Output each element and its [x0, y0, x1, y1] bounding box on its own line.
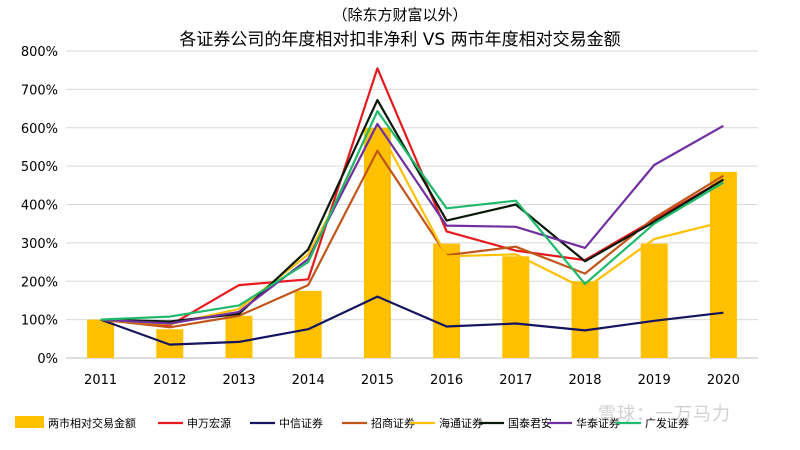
legend-label: 中信证券 — [279, 416, 323, 430]
series-line — [100, 67, 724, 327]
bar — [87, 319, 115, 358]
line-series — [100, 67, 724, 346]
series-line — [100, 149, 724, 329]
series-line — [100, 124, 724, 326]
legend-label: 两市相对交易金额 — [48, 416, 136, 430]
y-tick-label: 500% — [21, 160, 58, 175]
series-line — [100, 98, 724, 323]
watermark: 雪球：一万马力 — [598, 404, 731, 425]
bar — [502, 256, 530, 358]
chart-title-line1: （除东方财富以外） — [332, 6, 468, 24]
x-tick-label: 2018 — [568, 373, 601, 388]
series-line — [100, 110, 724, 321]
y-axis: 0% 100% 200% 300% 400% 500% 600% 700% 800% — [21, 45, 58, 367]
x-tick-label: 2015 — [361, 373, 394, 388]
y-tick-label: 200% — [21, 275, 58, 290]
legend-label: 华泰证券 — [576, 416, 620, 430]
chart-title-line2: 各证券公司的年度相对扣非净利 VS 两市年度相对交易金额 — [179, 30, 621, 50]
x-tick-label: 2011 — [84, 373, 117, 388]
series-line — [100, 295, 724, 346]
bar — [433, 243, 461, 358]
y-tick-label: 100% — [21, 314, 58, 329]
legend-label: 国泰君安 — [508, 416, 552, 430]
x-tick-label: 2014 — [292, 373, 325, 388]
y-tick-label: 300% — [21, 237, 58, 252]
bar — [363, 127, 391, 358]
y-tick-label: 400% — [21, 199, 58, 214]
bar — [225, 315, 253, 358]
x-tick-label: 2019 — [638, 373, 671, 388]
legend-label: 招商证券 — [371, 416, 415, 430]
legend: 两市相对交易金额 申万宏源 中信证券 招商证券 海通证券 国泰君安 华泰证券 广发证券 — [15, 416, 689, 430]
x-tick-label: 2013 — [222, 373, 255, 388]
x-tick-label: 2020 — [707, 373, 740, 388]
x-tick-label: 2016 — [430, 373, 463, 388]
y-tick-label: 700% — [21, 83, 58, 98]
y-tick-label: 600% — [21, 122, 58, 137]
bar — [709, 171, 737, 358]
legend-label: 海通证券 — [439, 416, 483, 430]
legend-label: 申万宏源 — [187, 416, 231, 430]
legend-swatch-bar — [15, 416, 44, 428]
x-tick-label: 2012 — [153, 373, 186, 388]
bar — [571, 281, 599, 358]
y-tick-label: 800% — [21, 45, 58, 60]
x-axis: 2011 2012 2013 2014 2015 2016 2017 2018 2019 2020 — [84, 373, 740, 388]
bar — [640, 243, 668, 358]
x-tick-label: 2017 — [499, 373, 532, 388]
legend-label: 广发证券 — [645, 416, 689, 430]
series-line — [100, 122, 724, 325]
y-tick-label: 0% — [37, 352, 58, 367]
